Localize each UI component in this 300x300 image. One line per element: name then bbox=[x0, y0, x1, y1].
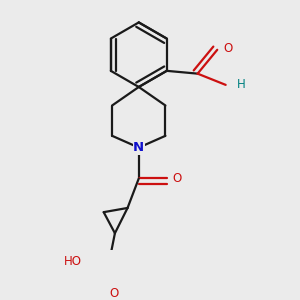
Text: N: N bbox=[133, 141, 144, 154]
Text: H: H bbox=[237, 78, 245, 91]
Text: O: O bbox=[224, 42, 233, 55]
Text: O: O bbox=[172, 172, 181, 185]
Text: HO: HO bbox=[64, 255, 82, 268]
Text: O: O bbox=[109, 287, 118, 300]
